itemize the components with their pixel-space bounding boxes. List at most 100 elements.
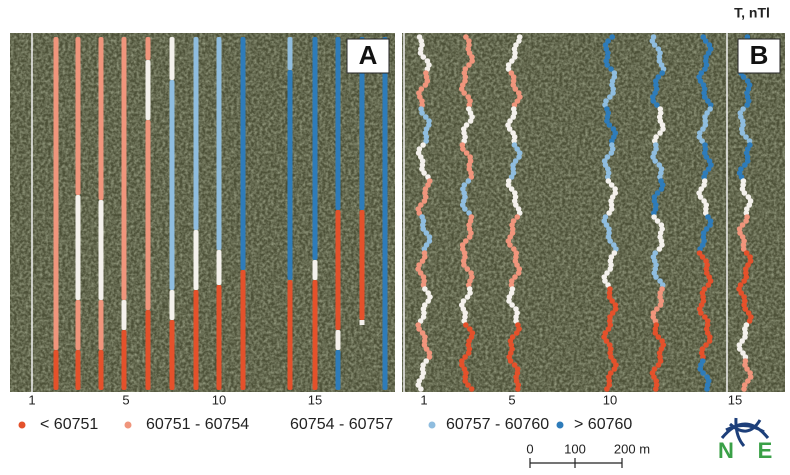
track-point xyxy=(510,166,516,172)
track-point xyxy=(459,362,465,368)
track-point xyxy=(512,274,518,280)
track-segment xyxy=(145,310,151,390)
scale-bar xyxy=(529,458,623,468)
track-point xyxy=(745,378,751,384)
track-point xyxy=(425,298,431,304)
track-point xyxy=(468,386,475,392)
track-point xyxy=(464,266,471,272)
track-segment xyxy=(98,300,104,350)
track-point xyxy=(738,290,745,296)
track-point xyxy=(743,134,749,140)
track-point xyxy=(656,246,663,252)
track-point xyxy=(741,190,748,196)
track-segment xyxy=(287,37,293,70)
track-point xyxy=(700,370,706,376)
track-point xyxy=(607,238,613,244)
track-point xyxy=(740,74,747,80)
track-point xyxy=(459,358,465,364)
track-point xyxy=(604,154,611,160)
track-point xyxy=(512,202,519,208)
track-point xyxy=(422,286,428,292)
track-point xyxy=(417,318,424,324)
track-segment xyxy=(169,290,175,320)
track-point xyxy=(654,102,660,108)
track-segment xyxy=(53,350,59,390)
track-point xyxy=(606,294,613,300)
track-point xyxy=(513,314,519,320)
track-point xyxy=(607,94,613,100)
track-point xyxy=(420,54,427,60)
track-point xyxy=(699,242,706,248)
track-segment xyxy=(335,330,341,350)
track-segment xyxy=(359,37,365,210)
track-point xyxy=(700,294,706,300)
legend-swatch xyxy=(124,421,132,429)
track-point xyxy=(466,234,473,240)
track-point xyxy=(702,38,709,44)
track-point xyxy=(655,362,662,368)
track-point xyxy=(514,214,521,220)
track-segment xyxy=(359,320,365,325)
survey-tracks xyxy=(31,33,754,392)
track-point xyxy=(461,262,467,268)
track-segment xyxy=(75,300,81,350)
track-point xyxy=(741,278,747,284)
track-point xyxy=(607,266,614,272)
track-point xyxy=(420,142,426,148)
track-segment xyxy=(145,120,151,310)
track-point xyxy=(418,386,424,392)
track-point xyxy=(742,334,748,340)
track-point xyxy=(655,334,662,340)
track-segment xyxy=(216,250,222,285)
track-point xyxy=(423,134,430,140)
track-point xyxy=(651,194,658,200)
track-point xyxy=(742,354,749,360)
track-point xyxy=(707,106,713,112)
track-point xyxy=(654,306,660,312)
legend-label: 60754 - 60757 xyxy=(290,416,393,433)
track-point xyxy=(422,114,429,120)
track-point xyxy=(462,378,469,384)
track-point xyxy=(425,182,431,188)
track-point xyxy=(460,126,467,132)
track-point xyxy=(508,174,515,180)
track-point xyxy=(508,186,515,192)
logo-letter: E xyxy=(758,438,773,463)
line-number: 15 xyxy=(728,392,742,407)
track-point xyxy=(462,238,469,244)
track-segment xyxy=(240,270,246,390)
track-point xyxy=(507,242,513,248)
track-point xyxy=(462,322,469,328)
track-point xyxy=(509,302,515,308)
track-point xyxy=(610,90,616,96)
track-segment xyxy=(169,37,175,80)
track-segment xyxy=(216,37,222,250)
track-point xyxy=(740,178,747,184)
track-point xyxy=(426,354,433,360)
track-point xyxy=(460,146,466,152)
track-point xyxy=(415,382,422,388)
track-point xyxy=(606,122,613,128)
track-point xyxy=(419,158,426,164)
track-point xyxy=(509,226,516,232)
track-point xyxy=(463,34,469,40)
track-point xyxy=(426,350,433,356)
track-point xyxy=(608,66,614,72)
track-point xyxy=(606,378,613,384)
track-point xyxy=(512,50,518,56)
track-point xyxy=(465,350,472,356)
track-segment xyxy=(98,350,104,390)
track-point xyxy=(421,250,428,256)
track-point xyxy=(419,110,425,116)
track-point xyxy=(421,170,427,176)
track-point xyxy=(740,350,746,356)
track-point xyxy=(651,42,658,48)
track-segment xyxy=(75,350,81,390)
track-point xyxy=(705,282,712,288)
track-point xyxy=(654,218,661,224)
track-point xyxy=(650,98,657,104)
track-point xyxy=(418,86,425,92)
track-point xyxy=(505,178,512,184)
track-point xyxy=(508,278,515,284)
